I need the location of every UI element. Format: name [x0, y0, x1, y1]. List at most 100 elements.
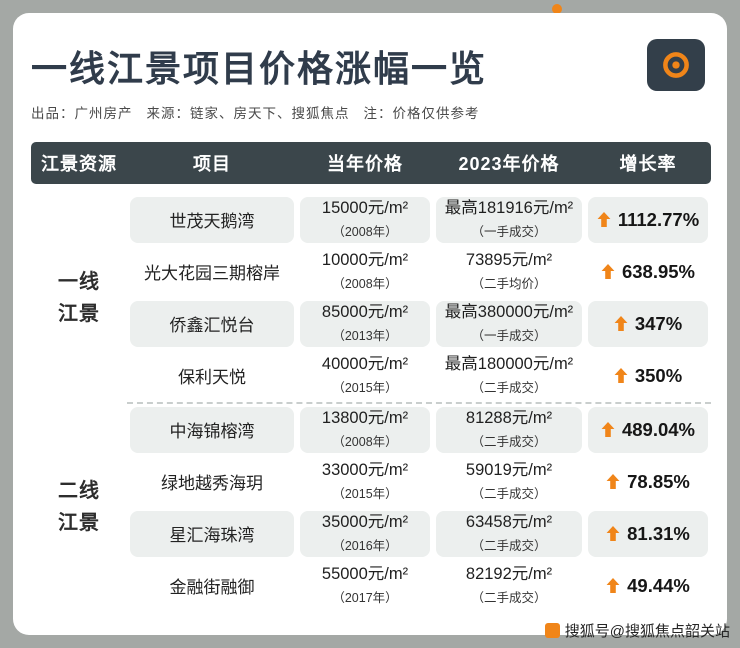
price-value: 最高181916元/m² [444, 199, 574, 218]
group-label: 一线江景 [31, 194, 127, 402]
up-arrow-icon [597, 212, 611, 228]
price-value: 81288元/m² [465, 409, 553, 428]
table-body: 一线江景 世茂天鹅湾 15000元/m² （2008年） 最高181916元/m… [31, 194, 711, 612]
infographic-card: 一线江景项目价格涨幅一览 出品：广州房产 来源：链家、房天下、搜狐焦点 注：价格… [13, 13, 727, 635]
meta-note: 注：价格仅供参考 [363, 105, 480, 121]
up-arrow-icon [606, 578, 620, 594]
price-value: 最高380000元/m² [444, 303, 574, 322]
sohu-icon [544, 623, 560, 638]
group-rows: 中海锦榕湾 13800元/m² （2008年） 81288元/m² （二手成交）… [127, 401, 711, 612]
up-arrow-icon [606, 474, 620, 490]
table-row: 世茂天鹅湾 15000元/m² （2008年） 最高181916元/m² （一手… [127, 194, 711, 246]
growth-value: 49.44% [627, 574, 690, 596]
price-value: 35000元/m² [321, 513, 409, 532]
then-price-cell: 85000元/m² （2013年） [300, 300, 430, 347]
page-title: 一线江景项目价格涨幅一览 [31, 48, 488, 89]
now-price-cell: 最高380000元/m² （一手成交） [436, 300, 582, 347]
now-price-cell: 最高180000元/m² （二手成交） [436, 353, 582, 399]
header-growth-rate: 增长率 [619, 153, 677, 174]
group-rows: 世茂天鹅湾 15000元/m² （2008年） 最高181916元/m² （一手… [127, 194, 711, 402]
meta-source: 来源：链家、房天下、搜狐焦点 [146, 105, 350, 121]
growth-value: 347% [634, 312, 683, 334]
table-row: 绿地越秀海玥 33000元/m² （2015年） 59019元/m² （二手成交… [127, 456, 711, 508]
project-name: 保利天悦 [178, 368, 246, 388]
price-value: 63458元/m² [465, 513, 553, 532]
price-note: （2008年） [332, 276, 398, 291]
up-arrow-icon [614, 316, 628, 332]
growth-value: 350% [634, 364, 683, 386]
growth-value: 489.04% [621, 418, 696, 440]
table-row: 星汇海珠湾 35000元/m² （2016年） 63458元/m² （二手成交）… [127, 508, 711, 560]
price-value: 82192元/m² [465, 565, 553, 584]
price-note: （2016年） [332, 538, 398, 553]
up-arrow-icon [614, 368, 628, 384]
then-price-cell: 13800元/m² （2008年） [300, 406, 430, 453]
price-note: （一手成交） [471, 224, 547, 239]
price-value: 55000元/m² [321, 565, 409, 584]
price-value: 59019元/m² [465, 461, 553, 480]
project-name: 绿地越秀海玥 [161, 474, 263, 494]
table-row: 侨鑫汇悦台 85000元/m² （2013年） 最高380000元/m² （一手… [127, 298, 711, 350]
table-row: 中海锦榕湾 13800元/m² （2008年） 81288元/m² （二手成交）… [127, 404, 711, 456]
group-label-text: 一线江景 [58, 270, 100, 325]
now-price-cell: 最高181916元/m² （一手成交） [436, 196, 582, 243]
price-note: （2013年） [332, 328, 398, 343]
price-note: （二手成交） [471, 486, 547, 501]
growth-cell: 81.31% [588, 510, 708, 557]
up-arrow-icon [606, 526, 620, 542]
price-note: （2015年） [332, 486, 398, 501]
growth-cell: 1112.77% [588, 196, 708, 243]
meta-line: 出品：广州房产 来源：链家、房天下、搜狐焦点 注：价格仅供参考 [31, 102, 711, 122]
group-label: 二线江景 [31, 402, 127, 612]
table-row: 保利天悦 40000元/m² （2015年） 最高180000元/m² （二手成… [127, 350, 711, 402]
project-name: 星汇海珠湾 [130, 510, 294, 557]
then-price-cell: 10000元/m² （2008年） [300, 249, 430, 295]
project-name: 侨鑫汇悦台 [130, 300, 294, 347]
watermark: 搜狐号@搜狐焦点韶关站 [544, 620, 730, 641]
header-2023-price: 2023年价格 [458, 153, 560, 174]
price-note: （2008年） [332, 434, 398, 449]
growth-cell: 49.44% [588, 563, 708, 609]
project-name: 世茂天鹅湾 [130, 196, 294, 243]
price-note: （二手成交） [471, 380, 547, 395]
table-row: 光大花园三期榕岸 10000元/m² （2008年） 73895元/m² （二手… [127, 246, 711, 298]
table-group-first-line: 一线江景 世茂天鹅湾 15000元/m² （2008年） 最高181916元/m… [31, 194, 711, 402]
project-name: 中海锦榕湾 [130, 406, 294, 453]
growth-cell: 78.85% [588, 459, 708, 505]
watermark-text: 搜狐号@搜狐焦点韶关站 [564, 623, 730, 640]
price-value: 73895元/m² [465, 251, 553, 270]
meta-produced-by: 出品：广州房产 [31, 105, 133, 121]
price-value: 85000元/m² [321, 303, 409, 322]
price-note: （二手成交） [471, 590, 547, 605]
then-price-cell: 35000元/m² （2016年） [300, 510, 430, 557]
growth-cell: 489.04% [588, 406, 708, 453]
up-arrow-icon [601, 422, 615, 438]
focus-aperture-icon [663, 52, 689, 78]
price-value: 15000元/m² [321, 199, 409, 218]
header-river-resource: 江景资源 [41, 153, 117, 174]
decorative-orange-dot [552, 4, 562, 14]
price-note: （一手成交） [471, 328, 547, 343]
up-arrow-icon [601, 264, 615, 280]
price-note: （二手成交） [471, 538, 547, 553]
table-group-second-line: 二线江景 中海锦榕湾 13800元/m² （2008年） 81288元/m² （… [31, 401, 711, 612]
table-header-row: 江景资源 项目 当年价格 2023年价格 增长率 [31, 141, 711, 184]
growth-cell: 350% [588, 353, 708, 399]
price-value: 10000元/m² [321, 251, 409, 270]
sohu-focus-logo [647, 39, 705, 91]
then-price-cell: 33000元/m² （2015年） [300, 459, 430, 505]
growth-value: 78.85% [627, 470, 690, 492]
now-price-cell: 73895元/m² （二手均价） [436, 249, 582, 295]
table-row: 金融街融御 55000元/m² （2017年） 82192元/m² （二手成交）… [127, 560, 711, 612]
then-price-cell: 15000元/m² （2008年） [300, 196, 430, 243]
growth-value: 1112.77% [617, 208, 700, 230]
now-price-cell: 82192元/m² （二手成交） [436, 563, 582, 609]
price-value: 33000元/m² [321, 461, 409, 480]
price-value: 13800元/m² [321, 409, 409, 428]
growth-value: 638.95% [621, 260, 696, 282]
then-price-cell: 40000元/m² （2015年） [300, 353, 430, 399]
price-value: 40000元/m² [321, 355, 409, 374]
header-then-price: 当年价格 [327, 153, 403, 174]
price-note: （二手成交） [471, 434, 547, 449]
now-price-cell: 81288元/m² （二手成交） [436, 406, 582, 453]
